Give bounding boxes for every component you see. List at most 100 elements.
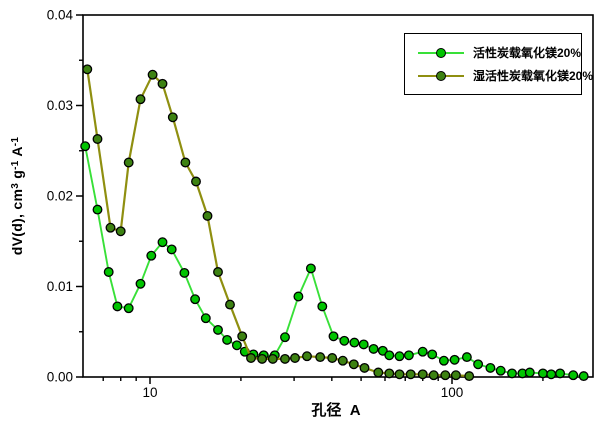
data-point-series2 (246, 353, 256, 363)
data-point-series1 (555, 368, 566, 379)
data-point-series1 (537, 368, 548, 379)
data-point-series2 (105, 222, 116, 233)
data-point-series1 (449, 354, 460, 365)
legend-swatch-series2 (418, 70, 464, 81)
data-point-series1 (92, 204, 103, 215)
data-point-series2 (302, 351, 312, 362)
data-point-series2 (450, 370, 461, 381)
data-point-series1 (123, 303, 134, 314)
data-point-series1 (135, 278, 146, 289)
legend-label-series1: 活性炭载氧化镁20% (473, 46, 582, 60)
data-point-series2 (290, 353, 300, 363)
legend-item-series1: 活性炭载氧化镁20% (418, 44, 581, 61)
data-point-series1 (461, 352, 472, 363)
data-point-series2 (337, 355, 348, 366)
data-point-series2 (417, 369, 428, 380)
data-point-series2 (315, 352, 326, 363)
data-point-series1 (200, 313, 211, 324)
data-point-series1 (317, 301, 328, 312)
data-point-series1 (146, 250, 157, 261)
data-point-series2 (428, 370, 439, 381)
series-line-2 (86, 69, 470, 378)
data-point-series2 (373, 367, 384, 378)
data-point-series1 (427, 349, 438, 360)
y-axis-label-superscript: -1 (10, 160, 21, 170)
data-point-series1 (417, 346, 428, 357)
x-axis-label: 孔径 A (311, 402, 361, 419)
data-point-series2 (167, 112, 178, 123)
data-point-series1 (495, 365, 506, 376)
data-point-series1 (222, 334, 233, 345)
data-point-series1 (179, 267, 190, 278)
data-point-series2 (157, 78, 168, 89)
data-point-series2 (405, 369, 416, 380)
y-tick-label: 0.00 (47, 370, 73, 385)
data-point-series1 (305, 263, 316, 274)
data-point-series2 (82, 64, 93, 75)
x-tick-label: 100 (441, 385, 464, 400)
legend-item-series2: 湿活性炭载氧化镁20% (418, 67, 593, 84)
data-point-series2 (180, 157, 191, 168)
data-point-series1 (80, 141, 91, 152)
y-axis-label-superscript: 3 (10, 182, 21, 189)
legend-swatch-series1 (418, 47, 464, 58)
x-tick-label: 10 (142, 385, 157, 400)
data-point-series2 (225, 299, 235, 310)
y-axis-label-superscript: -1 (10, 136, 21, 147)
data-point-series1 (485, 362, 496, 373)
series-line-1 (84, 146, 584, 378)
data-point-series2 (213, 267, 223, 277)
data-point-series2 (257, 353, 268, 364)
data-point-series1 (231, 340, 242, 351)
y-tick-label: 0.03 (47, 98, 73, 113)
data-point-series1 (368, 343, 379, 354)
data-point-series2 (327, 353, 338, 363)
data-point-series1 (112, 301, 123, 312)
y-axis-label-text: dV(d), cm (9, 188, 25, 256)
data-point-series2 (115, 226, 126, 237)
data-point-series2 (267, 353, 278, 364)
data-point-series2 (359, 362, 370, 373)
data-point-series1 (578, 371, 589, 382)
data-point-series1 (166, 244, 177, 255)
data-point-series2 (384, 368, 395, 379)
y-tick-label: 0.01 (47, 279, 73, 294)
data-point-series2 (92, 134, 103, 144)
data-point-series1 (384, 350, 395, 361)
data-point-series2 (280, 353, 290, 364)
data-point-series1 (213, 324, 223, 335)
data-point-series2 (394, 369, 405, 380)
data-point-series2 (147, 69, 158, 80)
legend-marker-icon (436, 47, 446, 58)
data-point-series1 (473, 359, 484, 370)
data-point-series1 (507, 368, 517, 379)
data-point-series1 (394, 351, 405, 362)
data-point-series1 (157, 237, 168, 248)
data-point-series1 (190, 294, 201, 305)
data-point-series2 (440, 370, 451, 381)
y-axis-label: dV(d), cm3 g-1 A-1 (9, 137, 25, 256)
y-tick-label: 0.02 (47, 189, 73, 204)
data-point-series1 (568, 370, 579, 381)
data-point-series2 (123, 157, 134, 168)
legend-label-series2: 湿活性炭载氧化镁20% (473, 69, 594, 83)
data-point-series1 (280, 332, 290, 343)
legend: 活性炭载氧化镁20% 湿活性炭载氧化镁20% (404, 33, 593, 95)
data-point-series2 (464, 371, 475, 382)
y-axis-label-text: g (9, 169, 25, 183)
data-point-series1 (328, 331, 339, 342)
data-point-series1 (524, 367, 535, 378)
data-point-series1 (349, 337, 360, 348)
data-point-series1 (546, 369, 557, 380)
y-axis-label-text: A (9, 146, 25, 161)
data-point-series2 (237, 331, 248, 342)
data-point-series1 (103, 267, 114, 277)
data-point-series1 (403, 350, 414, 361)
data-point-series1 (339, 335, 350, 346)
data-point-series2 (191, 176, 201, 187)
data-point-series1 (358, 339, 369, 350)
data-point-series1 (438, 355, 449, 366)
y-tick-label: 0.04 (47, 8, 74, 23)
